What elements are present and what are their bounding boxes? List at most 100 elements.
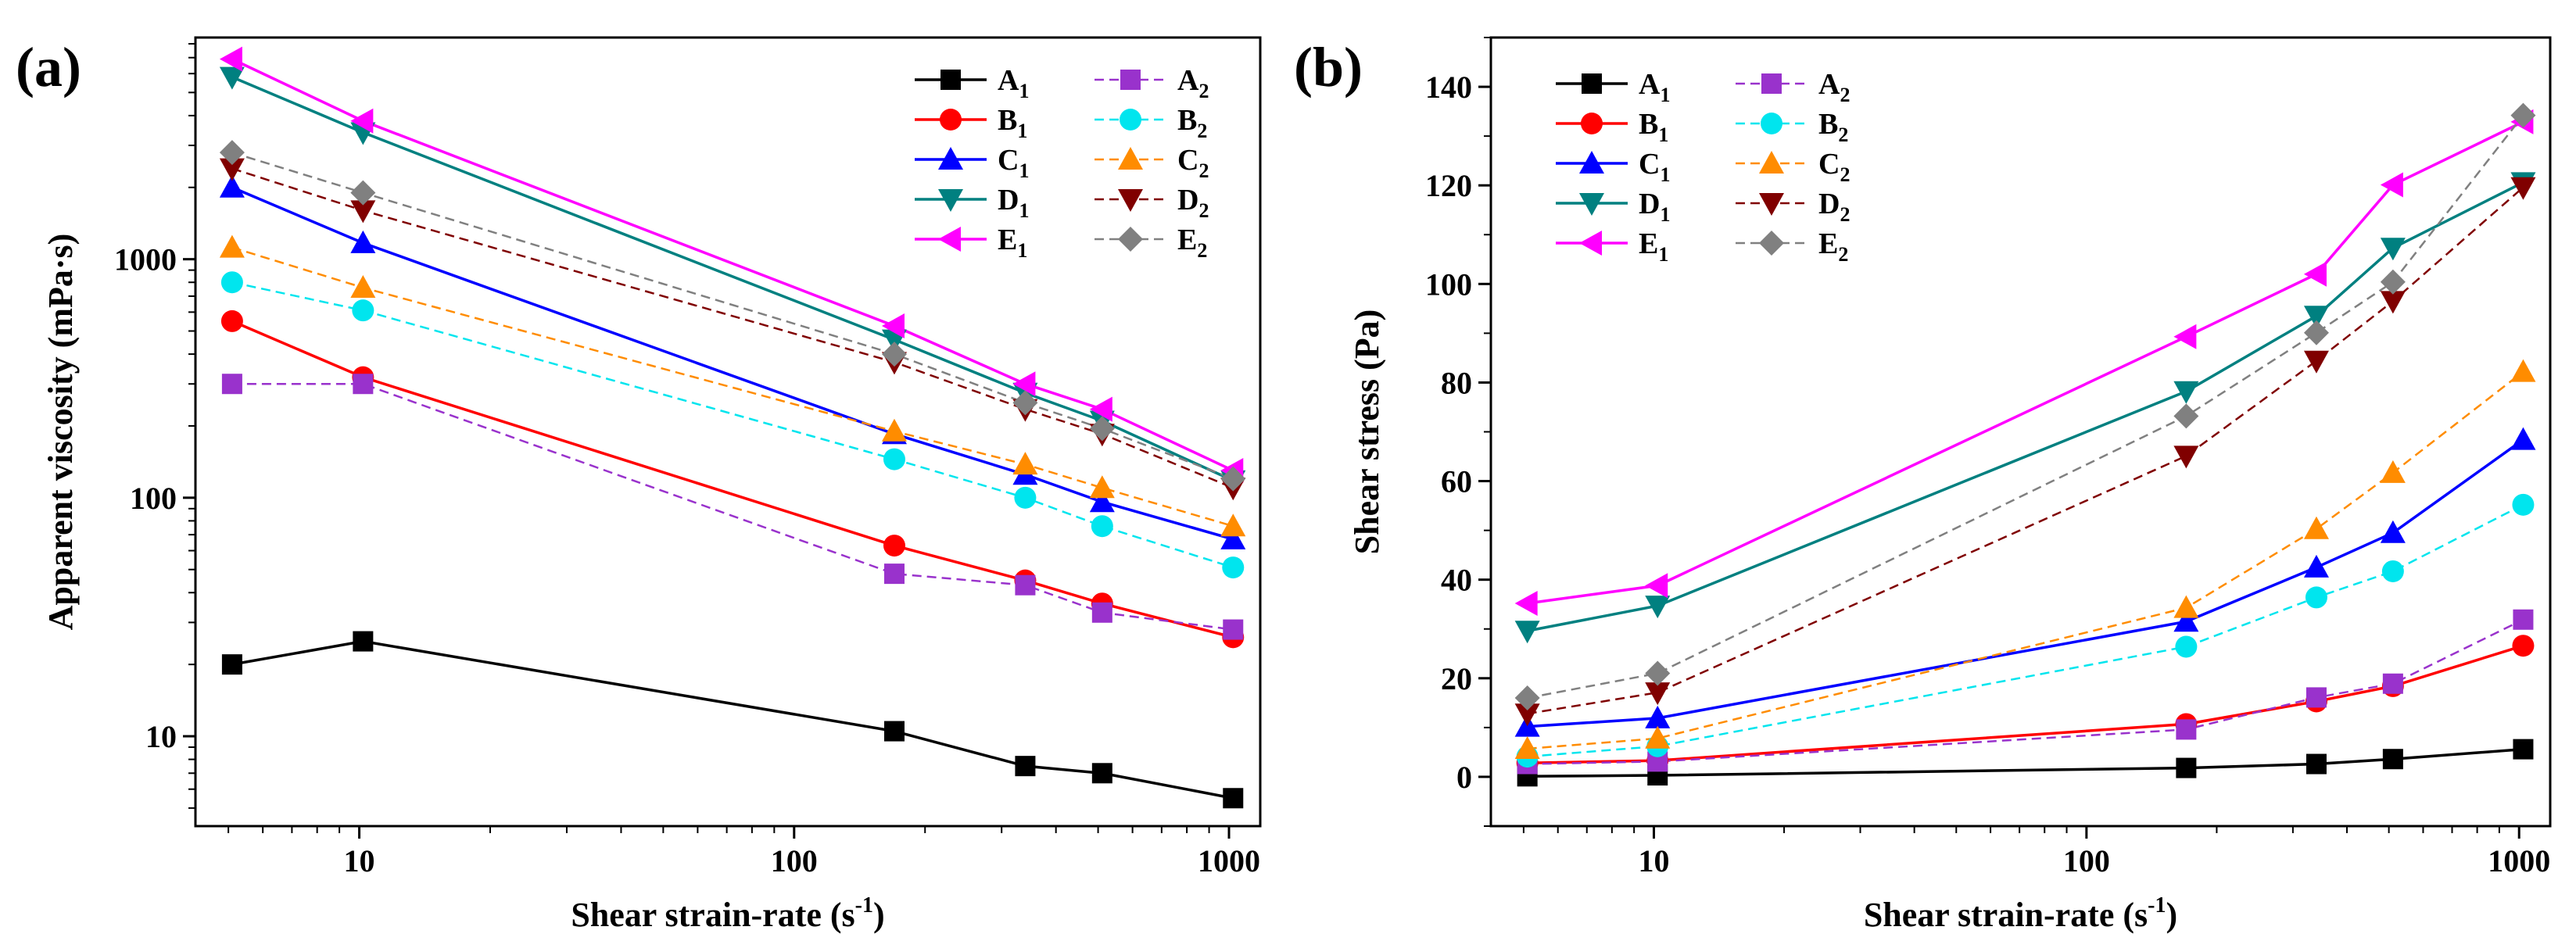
- series-line-b2: [1527, 503, 2524, 758]
- legend-item: A1: [915, 64, 1029, 102]
- data-point-d2: [219, 158, 245, 181]
- data-point-d1: [2380, 238, 2406, 261]
- y-axis: 10 100 1000: [114, 43, 195, 809]
- data-point-d2: [1645, 682, 1671, 706]
- data-point-b1: [220, 309, 243, 332]
- data-point-a1: [221, 654, 242, 675]
- data-point-c1: [1089, 489, 1115, 513]
- legend-marker: [938, 189, 963, 212]
- data-point-c1: [2173, 609, 2199, 632]
- legend-item: E2: [1736, 227, 1848, 266]
- data-point-c1: [2380, 520, 2406, 543]
- x-tick-label: 10: [344, 843, 375, 878]
- data-point-e1: [350, 108, 374, 134]
- legend-item: A1: [1556, 68, 1670, 106]
- legend-label: B1: [1639, 108, 1668, 146]
- legend-label: E2: [1818, 227, 1848, 266]
- legend-label: D1: [1639, 188, 1670, 226]
- data-point-c1: [219, 174, 245, 198]
- legend-item: B2: [1736, 108, 1848, 146]
- x-axis-title: Shear strain-rate (s-1): [1864, 893, 2177, 934]
- legend-item: B1: [915, 104, 1027, 142]
- legend-marker: [1759, 151, 1784, 174]
- y-tick-label: 10: [145, 719, 177, 754]
- data-point-c1: [1645, 705, 1671, 728]
- data-point-d1: [2303, 306, 2329, 329]
- data-point-b2: [352, 299, 374, 322]
- data-point-b2: [2381, 560, 2404, 582]
- data-point-d2: [2173, 445, 2199, 469]
- data-point-a2: [1091, 602, 1112, 623]
- series-line-d1: [231, 76, 1234, 482]
- series-line-a2: [231, 382, 1234, 631]
- legend-marker: [1582, 73, 1602, 94]
- data-point-e2: [1089, 416, 1115, 442]
- data-point-b2: [2305, 586, 2327, 609]
- legend-marker: [938, 227, 961, 252]
- panel-a: (a) 10 100 1000 10 100 1000 Shear strain-rate (…: [16, 36, 1262, 934]
- legend-marker: [940, 70, 961, 90]
- data-point-a2: [2382, 673, 2403, 694]
- legend-marker: [1581, 113, 1603, 134]
- data-point-a2: [883, 564, 905, 585]
- data-point-d1: [1645, 596, 1671, 619]
- legend-item: B1: [1556, 108, 1668, 146]
- data-point-b2: [2512, 493, 2535, 516]
- y-tick-label: 1000: [114, 242, 177, 277]
- data-point-c2: [1012, 452, 1038, 475]
- data-point-d2: [1514, 703, 1540, 727]
- data-point-e1: [1089, 396, 1112, 422]
- data-point-e2: [1012, 390, 1038, 416]
- series-line-a1: [1527, 747, 2524, 778]
- data-point-c1: [350, 230, 376, 253]
- data-point-c1: [2303, 554, 2329, 578]
- legend-item: E2: [1095, 224, 1207, 262]
- y-tick-label: 100: [1425, 267, 1472, 302]
- data-point-d2: [2380, 291, 2406, 314]
- data-point-a1: [883, 721, 905, 742]
- legend-marker: [1759, 231, 1784, 256]
- legend-label: A1: [998, 64, 1029, 102]
- data-point-e2: [1645, 660, 1671, 686]
- legend-marker: [1118, 227, 1143, 252]
- legend-label: C2: [1818, 148, 1850, 186]
- legend-label: C1: [1639, 148, 1670, 186]
- data-point-b2: [2175, 635, 2198, 658]
- data-point-a2: [353, 374, 374, 395]
- legend-label: A2: [1177, 64, 1209, 102]
- series-group: [1514, 102, 2536, 787]
- legend-item: E1: [915, 224, 1027, 262]
- series-line-c1: [231, 186, 1234, 541]
- series-line-c2: [1527, 370, 2524, 750]
- data-point-a1: [1223, 788, 1244, 809]
- series-line-a2: [1527, 618, 2524, 765]
- x-tick-label: 10: [1638, 843, 1669, 878]
- legend-label: E2: [1177, 224, 1207, 262]
- legend-label: E1: [998, 224, 1027, 262]
- data-point-d2: [2303, 350, 2329, 374]
- data-point-e1: [1645, 573, 1668, 599]
- series-line-e1: [1527, 120, 2524, 605]
- data-point-c2: [1645, 725, 1671, 749]
- data-point-c2: [2380, 460, 2406, 483]
- legend-item: D1: [915, 184, 1029, 222]
- y-tick-label: 80: [1441, 365, 1472, 400]
- x-axis: 10 100 1000: [228, 826, 1260, 878]
- series-group: [219, 46, 1246, 809]
- panel-label: (b): [1294, 36, 1363, 98]
- data-point-c2: [1220, 513, 1246, 537]
- x-tick-label: 1000: [1198, 843, 1260, 878]
- data-point-a1: [2513, 739, 2534, 760]
- legend-item: A2: [1095, 64, 1209, 102]
- y-tick-label: 0: [1456, 760, 1472, 795]
- series-line-b2: [231, 281, 1234, 569]
- data-point-e2: [1220, 466, 1246, 492]
- data-point-a2: [2306, 687, 2327, 708]
- series-line-a1: [231, 639, 1234, 800]
- y-tick-label: 140: [1425, 70, 1472, 105]
- data-point-d2: [2510, 177, 2536, 200]
- series-line-b1: [1527, 644, 2524, 765]
- legend-marker: [1120, 70, 1141, 90]
- data-point-e2: [350, 180, 376, 206]
